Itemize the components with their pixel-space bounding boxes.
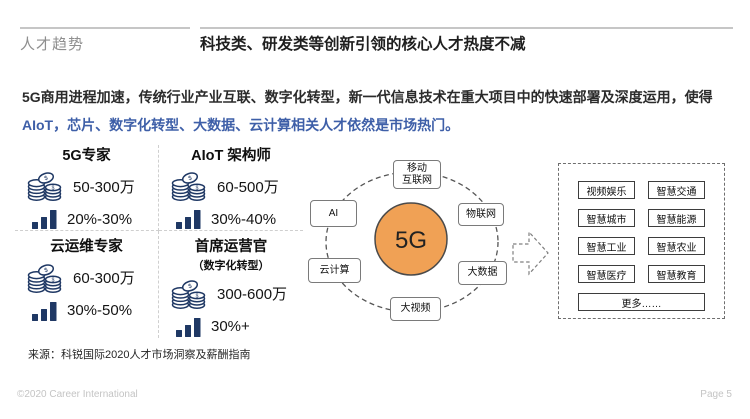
intro-line-2-highlight: AIoT，芯片、数字化转型、大数据、云计算相关人才依然是市场热门。 [22, 117, 460, 133]
node-cloud-computing: 云计算 [308, 258, 361, 283]
page-title: 科技类、研发类等创新引领的核心人才热度不减 [200, 36, 526, 53]
salary-value: 50-300万 [73, 178, 135, 196]
growth-row: 20%-30% [15, 208, 158, 230]
coins-icon [27, 171, 62, 202]
bar-chart-icon [32, 210, 57, 230]
5g-hub-diagram: 5G 移动 互联网 AI 物联网 云计算 大数据 大视频 [298, 148, 543, 340]
section-eyebrow: 人才趋势 [20, 36, 85, 53]
app-box-smart-agriculture: 智慧农业 [648, 237, 705, 255]
growth-value: 30%+ [211, 318, 250, 336]
bar-chart-icon [176, 317, 201, 337]
growth-value: 30%-40% [211, 210, 277, 228]
source-note: 来源：科锐国际2020人才市场洞察及薪酬指南 [28, 349, 251, 361]
role-card-coo: 首席运营官 （数字化转型） 300-600万 30%+ [159, 231, 303, 337]
app-box-smart-industry: 智慧工业 [578, 237, 635, 255]
salary-row: 50-300万 [15, 171, 158, 202]
growth-value: 30%-50% [67, 302, 133, 320]
coins-icon [171, 171, 206, 202]
node-big-data: 大数据 [458, 261, 507, 285]
salary-value: 60-500万 [217, 178, 279, 196]
app-box-more: 更多…… [578, 293, 705, 311]
salary-row: 60-300万 [15, 262, 158, 293]
growth-row: 30%-40% [159, 208, 303, 230]
salary-row: 300-600万 [159, 278, 303, 309]
growth-row: 30%-50% [15, 300, 158, 322]
page-number: Page 5 [700, 389, 732, 400]
diagram-ring-graphic: 5G [325, 171, 499, 313]
salary-row: 60-500万 [159, 171, 303, 202]
coins-icon [171, 278, 206, 309]
growth-value: 20%-30% [67, 210, 133, 228]
intro-paragraph: 5G商用进程加速，传统行业产业互联、数字化转型，新一代信息技术在重大项目中的快速… [22, 83, 728, 139]
intro-line-1: 5G商用进程加速，传统行业产业互联、数字化转型，新一代信息技术在重大项目中的快速… [22, 89, 713, 105]
growth-row: 30%+ [159, 316, 303, 338]
coins-icon [27, 262, 62, 293]
dashed-right-arrow-icon [512, 230, 549, 276]
role-stats-grid: 5G专家 50-300万 20%-30% AIoT 架构师 60-500万 30… [15, 145, 303, 338]
title-divider [200, 27, 733, 29]
role-title: 5G专家 [62, 148, 111, 164]
role-card-5g-expert: 5G专家 50-300万 20%-30% [15, 145, 159, 232]
node-big-video: 大视频 [390, 297, 441, 321]
application-areas-panel: 视频娱乐 智慧交通 智慧城市 智慧能源 智慧工业 智慧农业 智慧医疗 智慧教育 … [558, 163, 725, 319]
salary-value: 300-600万 [217, 286, 288, 304]
bar-chart-icon [176, 210, 201, 230]
node-mobile-internet: 移动 互联网 [393, 160, 441, 189]
role-card-aiot-architect: AIoT 架构师 60-500万 30%-40% [159, 145, 303, 232]
app-box-smart-city: 智慧城市 [578, 209, 635, 227]
eyebrow-divider [20, 27, 190, 29]
5g-circle [374, 202, 448, 276]
5g-label: 5G [395, 227, 427, 254]
role-title: 首席运营官 [194, 239, 268, 256]
app-box-smart-education: 智慧教育 [648, 265, 705, 283]
app-box-smart-healthcare: 智慧医疗 [578, 265, 635, 283]
copyright-text: ©2020 Career International [17, 389, 138, 400]
app-box-smart-energy: 智慧能源 [648, 209, 705, 227]
node-iot: 物联网 [458, 203, 504, 226]
app-box-video-entertainment: 视频娱乐 [578, 181, 635, 199]
role-card-cloud-ops-expert: 云运维专家 60-300万 30%-50% [15, 231, 159, 338]
bar-chart-icon [32, 301, 57, 321]
salary-value: 60-300万 [73, 270, 135, 288]
role-title: 云运维专家 [50, 239, 123, 256]
node-ai: AI [310, 200, 357, 227]
app-box-smart-transport: 智慧交通 [648, 181, 705, 199]
role-subtitle: （数字化转型） [192, 259, 270, 272]
role-title: AIoT 架构师 [191, 148, 271, 164]
